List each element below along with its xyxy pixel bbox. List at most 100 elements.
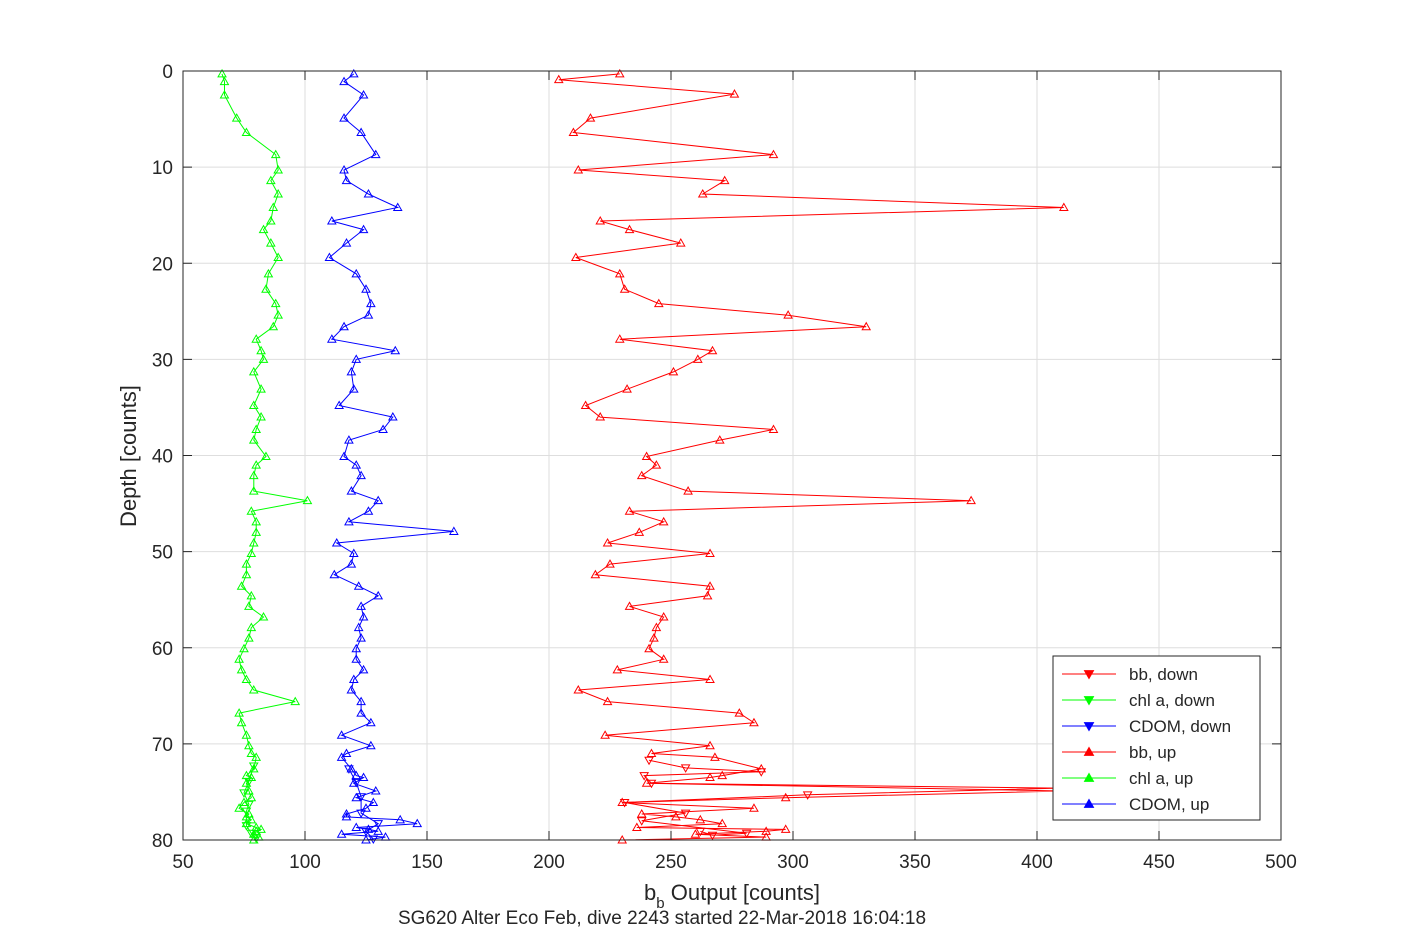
data-point [246,814,257,824]
x-tick-labels: 50 100 150 200 250 300 350 400 450 500 [172,852,1296,873]
data-point [639,772,650,781]
data-point [246,506,257,515]
data-point [373,826,384,835]
data-point [234,654,244,663]
data-point [734,708,745,717]
data-point [370,149,381,159]
data-point [705,548,715,558]
data-point [707,831,718,841]
data-point [356,127,366,137]
series-4 [217,68,313,844]
data-point [761,826,772,835]
data-point [273,165,284,174]
y-tick-label: 50 [152,543,173,564]
data-point [351,354,362,363]
data-point [261,451,271,460]
data-point [692,354,703,363]
data-point [644,643,654,653]
data-point [658,654,669,663]
data-point [358,772,369,782]
data-point [341,748,352,757]
data-point [671,811,681,821]
data-point [719,175,730,185]
data-point [392,202,403,211]
data-point [248,829,259,838]
data-point [344,435,354,444]
data-point [265,238,276,247]
data-point [334,400,345,410]
x-tick-label: 500 [1265,852,1297,873]
data-point [256,384,266,393]
data-point [553,74,564,84]
data-point [251,424,262,434]
data-point [705,740,715,750]
data-point [780,792,791,802]
legend-label: bb, down [1129,665,1198,684]
data-point [258,224,269,234]
x-tick-label: 450 [1143,852,1175,873]
x-axis-label-subscript: b [656,895,664,912]
data-point [346,366,357,376]
legend-entry: bb, up [1062,743,1176,762]
data-point [358,90,369,99]
data-point [339,113,349,122]
data-point [248,486,259,495]
data-point [573,165,584,174]
data-point [346,685,357,694]
data-point [624,506,635,515]
data-point [270,149,281,159]
legend-marker [1083,746,1095,756]
data-point [568,127,579,137]
data-point [363,189,374,198]
data-point [251,334,262,343]
data-point [636,809,647,818]
data-point [705,772,715,782]
y-tick-label: 20 [152,254,173,275]
data-point [248,537,259,547]
data-point [251,527,262,536]
legend-entry: CDOM, down [1062,717,1231,736]
data-point [717,770,728,780]
data-point [239,797,249,807]
data-point [351,268,362,278]
data-point [231,113,242,122]
data-point [246,829,257,839]
data-point [302,495,313,505]
data-point [768,424,779,434]
data-point [366,298,376,308]
x-axis-label-rest: Output [counts] [665,880,820,905]
data-point [602,696,613,706]
data-point [339,165,349,174]
data-point [265,175,276,185]
data-point [649,633,659,642]
data-point [356,696,366,706]
data-point [251,516,262,526]
data-point [390,345,401,355]
x-tick-label: 300 [777,852,809,873]
legend-entry: chl a, up [1062,769,1193,788]
data-point [273,310,284,319]
data-point [395,814,406,824]
data-point [585,113,596,122]
data-point [263,268,274,278]
data-point [356,708,366,717]
y-tick-label: 70 [152,735,173,756]
data-point [244,633,254,642]
data-point [241,569,252,579]
data-point [614,268,625,278]
series-5 [324,68,459,844]
data-point [331,537,342,547]
data-point [339,76,349,86]
data-point [273,252,284,261]
data-point [244,785,254,795]
legend-marker [1083,772,1095,782]
data-point [602,537,613,547]
data-point [348,778,359,787]
legend-label: bb, up [1129,743,1176,762]
data-point [248,435,259,444]
data-point [373,820,384,829]
data-point [241,559,252,568]
y-tick-label: 10 [152,158,173,179]
data-point [346,763,357,773]
data-point [756,763,767,773]
